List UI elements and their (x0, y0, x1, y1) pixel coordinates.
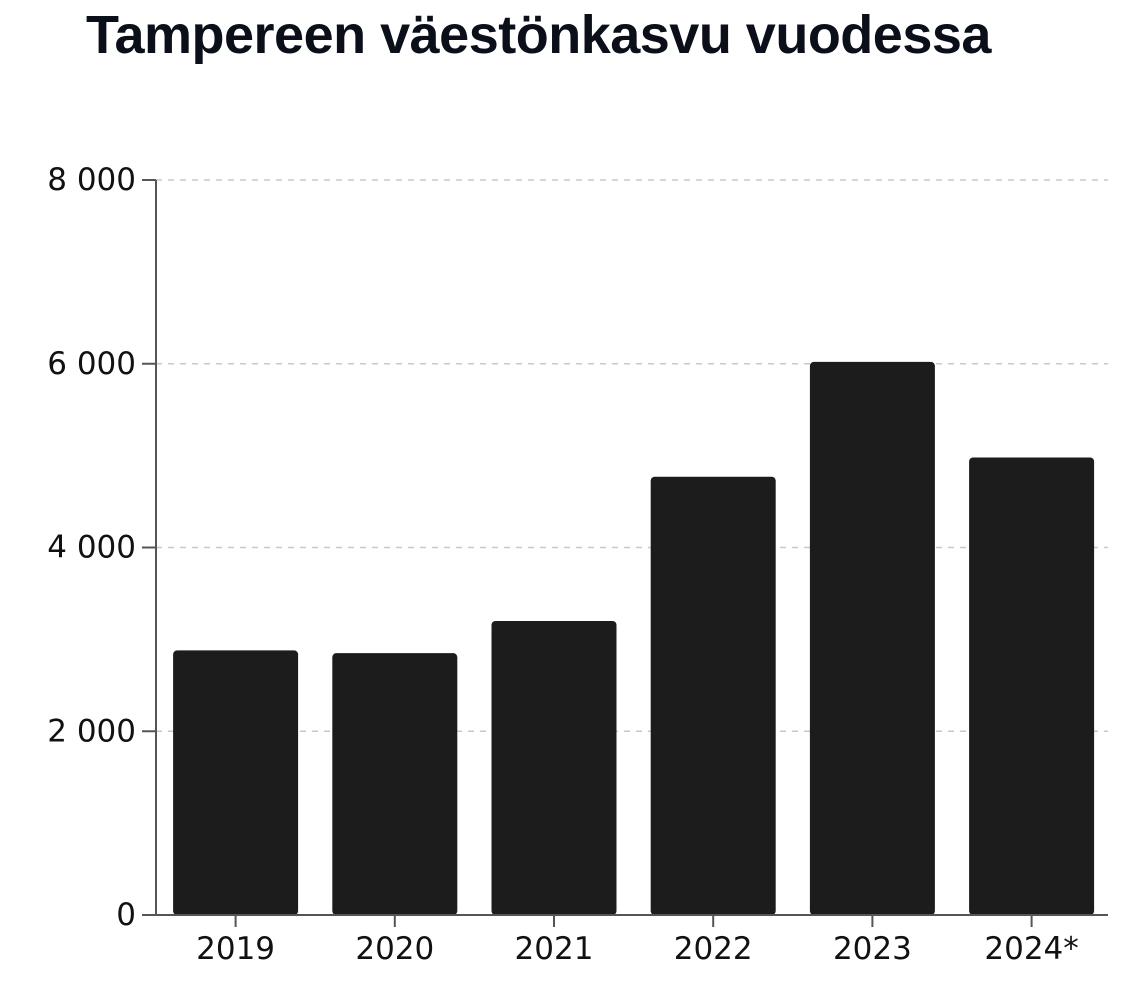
bar-2020 (332, 653, 458, 915)
y-tick-label: 6 000 (47, 346, 136, 382)
y-tick-label: 8 000 (47, 162, 136, 198)
bars (173, 361, 1095, 916)
y-tick-label: 0 (116, 897, 136, 933)
bar-2024 (969, 457, 1095, 915)
chart-title: Tampereen väestönkasvu vuodessa (86, 5, 991, 65)
gridlines (156, 179, 1108, 732)
x-axis-ticks: 2019 2020 2021 2022 2023 2024* (196, 915, 1079, 967)
x-tick-label: 2021 (515, 931, 594, 967)
y-tick-label: 4 000 (47, 530, 136, 566)
bar-2022 (650, 476, 776, 915)
y-tick-label: 2 000 (47, 713, 136, 749)
x-tick-label: 2023 (833, 931, 912, 967)
x-tick-label: 2019 (196, 931, 275, 967)
bar-2023 (809, 361, 935, 916)
x-tick-label: 2022 (674, 931, 753, 967)
x-tick-label: 2024* (984, 931, 1078, 967)
bar-2021 (491, 621, 617, 915)
bar-2019 (173, 650, 299, 915)
x-tick-label: 2020 (355, 931, 434, 967)
y-axis-ticks: 0 2 000 4 000 6 000 8 000 (47, 162, 156, 933)
